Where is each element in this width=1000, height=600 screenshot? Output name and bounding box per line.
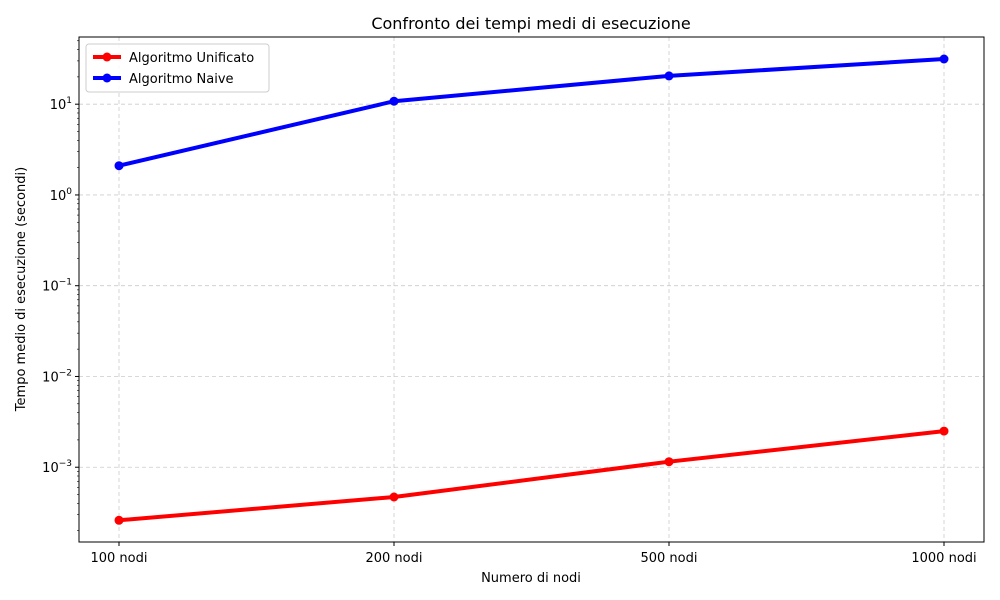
data-point bbox=[389, 492, 399, 502]
data-point bbox=[939, 54, 949, 64]
legend-swatch-marker bbox=[102, 52, 112, 62]
plot-frame bbox=[78, 36, 985, 543]
y-tick-label: 10−2 bbox=[42, 368, 72, 385]
legend-swatch-marker bbox=[102, 73, 112, 83]
y-axis-label: Tempo medio di esecuzione (secondi) bbox=[14, 167, 29, 412]
series-line bbox=[117, 57, 946, 168]
y-axis: 10−3 10−2 10−1 100 101 bbox=[42, 40, 79, 531]
x-tick-label: 500 nodi bbox=[640, 551, 697, 566]
x-tick-label: 100 nodi bbox=[90, 551, 147, 566]
series-line bbox=[117, 429, 946, 523]
data-point bbox=[114, 161, 124, 171]
legend-label: Algoritmo Unificato bbox=[129, 51, 254, 66]
data-point bbox=[664, 457, 674, 467]
y-tick-label: 101 bbox=[50, 96, 72, 113]
legend-label: Algoritmo Naive bbox=[129, 72, 234, 87]
legend-frame bbox=[85, 43, 270, 93]
x-tick-label: 200 nodi bbox=[365, 551, 422, 566]
series-layer bbox=[114, 54, 949, 525]
y-tick-label: 100 bbox=[50, 187, 73, 204]
chart-title: Confronto dei tempi medi di esecuzione bbox=[371, 14, 690, 33]
y-tick-label: 10−1 bbox=[42, 278, 72, 295]
legend: Algoritmo Unificato Algoritmo Naive bbox=[85, 43, 270, 93]
y-tick-label: 10−3 bbox=[42, 459, 72, 476]
data-point bbox=[939, 426, 949, 436]
x-axis-label: Numero di nodi bbox=[481, 571, 581, 586]
x-tick-label: 1000 nodi bbox=[911, 551, 976, 566]
data-point bbox=[114, 515, 124, 525]
grid bbox=[79, 37, 984, 542]
x-axis: 100 nodi 200 nodi 500 nodi 1000 nodi bbox=[90, 542, 977, 566]
data-point bbox=[664, 71, 674, 81]
data-point bbox=[389, 96, 399, 106]
